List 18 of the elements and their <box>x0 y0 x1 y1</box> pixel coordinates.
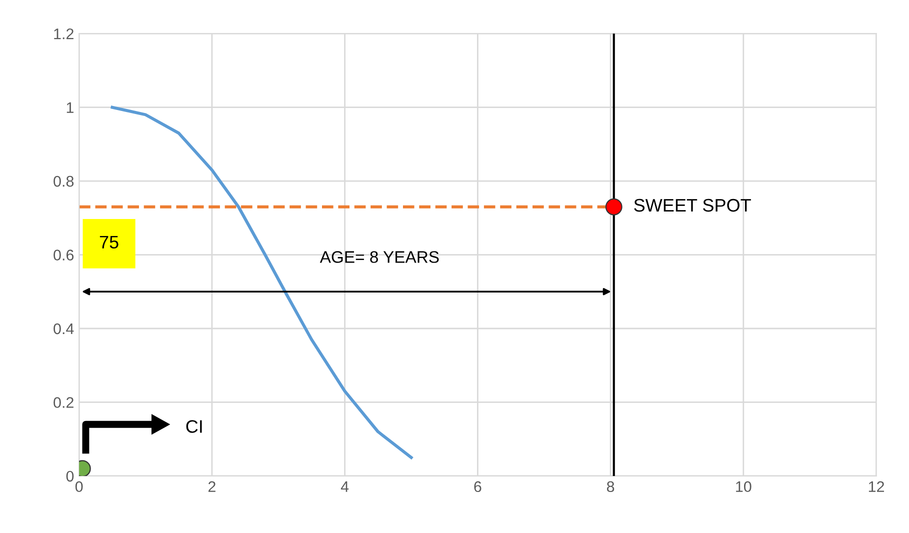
y-tick-label: 1 <box>66 102 74 113</box>
x-tick-label: 4 <box>340 481 349 492</box>
y-tick-label: 0.8 <box>54 176 74 187</box>
annotation: 75 <box>100 236 118 249</box>
y-tick-label: 0.2 <box>54 397 74 408</box>
y-tick-label: 0.6 <box>54 250 74 260</box>
x-tick-label: 2 <box>208 481 216 492</box>
y-tick-label: 0 <box>66 470 74 482</box>
annotation: CI <box>186 420 202 433</box>
x-tick-label: 12 <box>868 481 884 492</box>
y-tick-label: 0.4 <box>54 323 74 334</box>
x-tick-label: 8 <box>606 481 614 492</box>
annotation: SWEET SPOT <box>634 198 751 212</box>
x-tick-label: 0 <box>75 481 83 492</box>
x-tick-label: 6 <box>474 481 482 492</box>
x-tick-label: 10 <box>736 481 752 492</box>
y-tick-label: 1.2 <box>54 28 74 40</box>
annotation: AGE= 8 YEARS <box>320 251 439 263</box>
